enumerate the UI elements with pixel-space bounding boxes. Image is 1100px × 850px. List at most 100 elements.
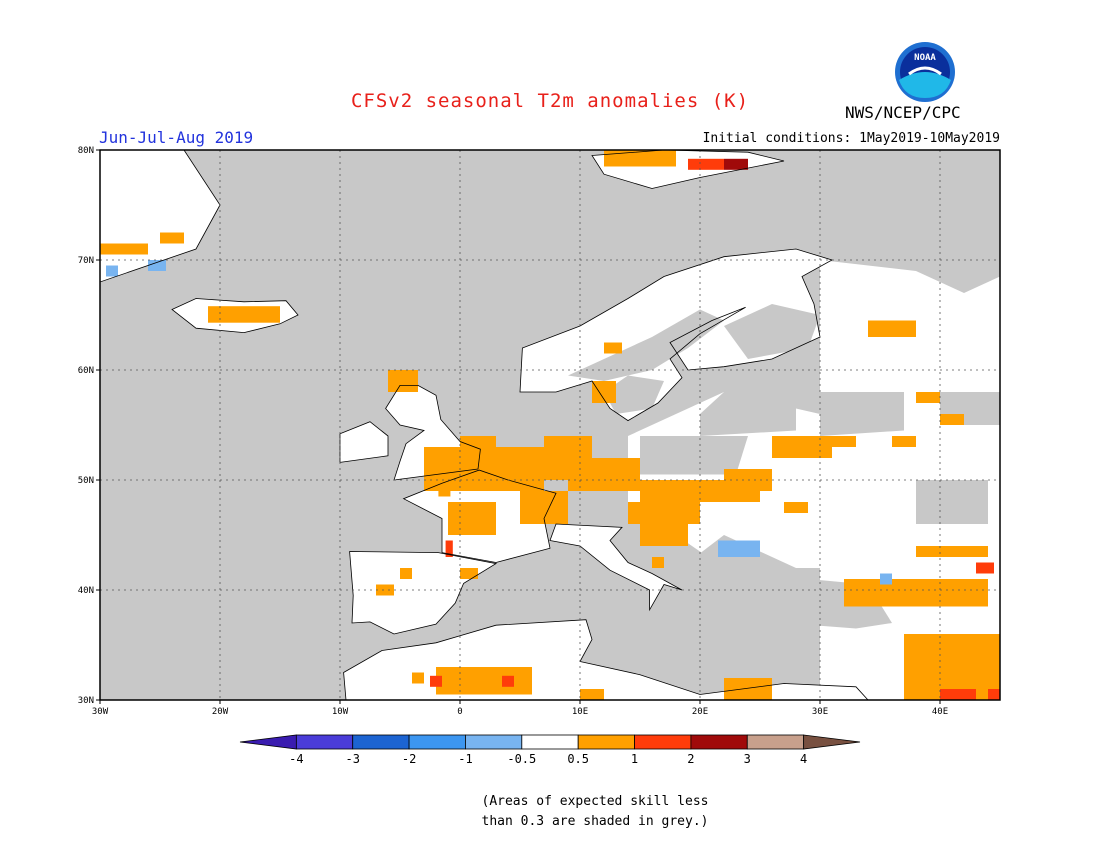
colorbar-arrow-high — [803, 734, 861, 750]
coastlines — [100, 150, 869, 700]
noaa-logo-text: NOAA — [914, 53, 936, 63]
anomaly-cell — [916, 392, 940, 403]
anomaly-cell — [604, 150, 676, 167]
lat-tick-label: 30N — [78, 696, 94, 706]
graticule — [100, 150, 1000, 700]
colorbar-arrow-low — [239, 734, 297, 750]
coastline-north-africa — [343, 619, 869, 700]
lon-tick-label: 30W — [92, 707, 109, 717]
anomaly-cells — [100, 150, 1000, 700]
anomaly-cell — [652, 557, 664, 568]
anomaly-cell — [388, 370, 418, 392]
coastline-iceland — [171, 298, 299, 334]
anomaly-cell — [430, 675, 442, 687]
anomaly-cell — [940, 689, 976, 700]
colorbar-segment — [746, 734, 805, 750]
lon-tick-label: 30E — [812, 707, 828, 717]
anomaly-cell — [460, 568, 478, 579]
anomaly-cell — [208, 306, 280, 323]
anomaly-cell — [718, 540, 760, 557]
anomaly-cell — [438, 485, 451, 497]
lat-tick-label: 80N — [78, 146, 94, 156]
colorbar-segment — [352, 734, 410, 750]
coastline-scandinavia — [519, 248, 834, 422]
anomaly-cell — [916, 546, 988, 557]
anomaly-cell — [724, 678, 772, 700]
anomaly-cell — [412, 672, 424, 684]
grey-region-sweden-grey — [604, 375, 664, 414]
white-region-ireland — [340, 421, 388, 463]
colorbar-label: -1 — [458, 752, 472, 766]
colorbar-label: -4 — [289, 752, 303, 766]
colorbar-label: 1 — [631, 752, 638, 766]
grey-region-finland-grey — [724, 304, 820, 359]
lat-tick-label: 50N — [78, 476, 94, 486]
colorbar-segment — [690, 734, 748, 750]
anomaly-cell — [940, 414, 964, 425]
colorbar-label: -0.5 — [507, 752, 536, 766]
map-title: CFSv2 seasonal T2m anomalies (K) — [350, 90, 750, 112]
anomaly-cell — [892, 436, 916, 447]
colorbar-segment — [577, 734, 635, 750]
coastline-british-isles — [385, 384, 481, 481]
skill-note-line-1: (Areas of expected skill less — [481, 794, 709, 809]
grey-region-russia-grey-1 — [820, 392, 904, 436]
lat-tick-label: 70N — [78, 256, 94, 266]
lat-tick-label: 60N — [78, 366, 94, 376]
lon-tick-label: 40E — [932, 707, 948, 717]
colorbar-segment — [465, 734, 523, 750]
noaa-logo-wave — [899, 72, 951, 98]
colorbar-label: 4 — [800, 752, 807, 766]
grey-region-scandinavia-inland — [568, 309, 724, 381]
anomaly-cell — [400, 568, 412, 579]
anomaly-cell — [784, 502, 808, 513]
axis-ticks: 30W 20W 10W 0 10E 20E 30E 40E 80N 70N 60N 50N 40N 30N — [78, 146, 948, 717]
noaa-logo: NOAA — [895, 42, 955, 102]
anomaly-cell — [844, 579, 988, 607]
initial-conditions-label: Initial conditions: 1May2019-10May2019 — [702, 131, 1000, 146]
colorbar-label: -3 — [346, 752, 360, 766]
white-region-iberia — [349, 551, 496, 634]
coastline-greenland — [100, 150, 221, 283]
low-skill-regions — [568, 304, 1000, 629]
anomaly-cell — [148, 260, 166, 271]
colorbar-label: -2 — [402, 752, 416, 766]
anomaly-cell — [106, 265, 118, 277]
anomaly-cell — [445, 540, 453, 557]
skill-note-line-2: than 0.3 are shaded in grey.) — [481, 814, 709, 829]
white-region-italy — [550, 524, 682, 610]
anomaly-cell — [724, 158, 748, 170]
anomaly-cell — [988, 689, 1000, 700]
anomaly-cell — [832, 436, 856, 447]
colorbar-label: 0.5 — [567, 752, 589, 766]
anomaly-cell — [502, 675, 514, 687]
season-label: Jun-Jul-Aug 2019 — [99, 128, 254, 147]
grey-region-balkan-grey — [688, 535, 796, 590]
colorbar-label: 2 — [687, 752, 694, 766]
grey-region-poland-grey — [640, 436, 748, 475]
anomaly-cell — [376, 584, 394, 596]
noaa-logo-gull — [908, 66, 942, 76]
lat-tick-label: 40N — [78, 586, 94, 596]
lon-tick-label: 10E — [572, 707, 588, 717]
anomaly-cell — [436, 667, 532, 695]
skill-note: (Areas of expected skill less than 0.3 a… — [430, 792, 760, 832]
anomaly-cell — [544, 436, 592, 458]
lon-tick-label: 10W — [332, 707, 349, 717]
lon-tick-label: 20W — [212, 707, 229, 717]
colorbar-segment — [295, 734, 354, 750]
agency-label: NWS/NCEP/CPC — [845, 103, 961, 122]
anomaly-cell — [580, 689, 604, 700]
grey-region-baltic-grey — [700, 392, 796, 436]
anomaly-cell — [772, 436, 832, 458]
coastline-france — [402, 469, 557, 563]
anomaly-cell — [976, 562, 994, 574]
colorbar-segment — [634, 734, 692, 750]
anomaly-cell — [568, 458, 640, 491]
anomaly-cell — [628, 502, 700, 524]
anomaly-cell — [160, 232, 184, 244]
anomaly-cell — [880, 573, 892, 585]
colorbar-segment — [521, 734, 579, 750]
lon-tick-label: 20E — [692, 707, 708, 717]
